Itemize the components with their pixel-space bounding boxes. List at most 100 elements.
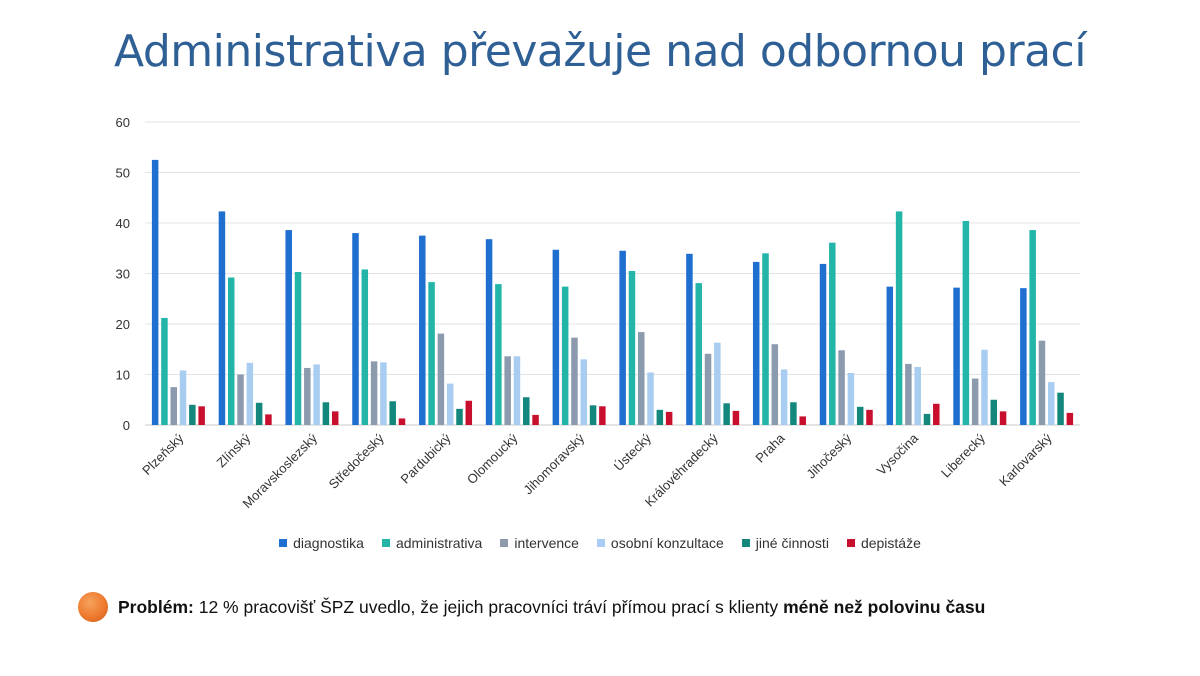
legend-swatch	[846, 539, 855, 547]
legend-swatch	[741, 539, 750, 547]
bar-diagnostika	[1020, 288, 1027, 425]
bar-osobní-konzultace	[1048, 382, 1055, 425]
bar-osobní-konzultace	[647, 372, 654, 425]
legend-item: depistáže	[846, 535, 921, 551]
bar-administrativa	[294, 271, 302, 425]
bar-depistáže	[799, 416, 806, 425]
bar-intervence	[437, 333, 445, 425]
bar-osobní-konzultace	[914, 366, 921, 425]
legend-label: jiné činnosti	[755, 535, 829, 551]
bar-administrativa	[762, 253, 769, 425]
chart-legend: diagnostika administrativa intervence osobn…	[0, 535, 1200, 551]
bar-administrativa	[227, 277, 235, 425]
legend-label: intervence	[514, 535, 579, 551]
bar-intervence	[1038, 340, 1046, 425]
legend-item: administrativa	[381, 535, 483, 551]
bar-administrativa	[495, 284, 502, 425]
bar-administrativa	[829, 242, 836, 425]
bar-depistáže	[198, 406, 205, 425]
bar-depistáže	[331, 411, 339, 425]
bar-jiné-činnosti	[1057, 392, 1064, 425]
bar-jiné-činnosti	[189, 404, 196, 425]
orange-bullet-icon	[78, 592, 108, 622]
legend-swatch	[500, 539, 509, 547]
bar-administrativa	[695, 283, 702, 425]
bar-diagnostika	[752, 261, 760, 425]
x-category-label: Královéhradecký	[642, 430, 721, 509]
bar-osobní-konzultace	[446, 383, 454, 425]
bar-osobní-konzultace	[981, 349, 988, 425]
x-category-label: Olomoucký	[464, 430, 521, 487]
y-tick-label: 10	[116, 368, 130, 383]
y-tick-label: 50	[116, 166, 130, 181]
bar-osobní-konzultace	[246, 362, 254, 425]
x-category-label: Pardubický	[398, 430, 454, 486]
bar-depistáže	[265, 414, 272, 425]
bar-osobní-konzultace	[313, 364, 320, 425]
bar-jiné-činnosti	[923, 413, 931, 425]
bar-osobní-konzultace	[847, 372, 855, 425]
bar-depistáže	[999, 411, 1007, 425]
bar-osobní-konzultace	[580, 359, 588, 425]
y-tick-label: 60	[116, 115, 130, 130]
bar-jiné-činnosti	[990, 399, 998, 425]
y-tick-label: 30	[116, 267, 130, 282]
bar-diagnostika	[218, 211, 226, 425]
bar-diagnostika	[819, 263, 827, 425]
bar-jiné-činnosti	[523, 397, 530, 425]
bar-intervence	[237, 374, 244, 425]
note-text: 12 % pracovišť ŠPZ uvedlo, že jejich pra…	[198, 596, 779, 617]
note-emphasis: méně než polovinu času	[783, 596, 986, 617]
bar-intervence	[905, 363, 912, 425]
bar-jiné-činnosti	[255, 402, 263, 425]
legend-swatch	[596, 539, 605, 547]
problem-note: Problém: 12 % pracovišť ŠPZ uvedlo, že j…	[78, 592, 985, 622]
bar-jiné-činnosti	[656, 409, 664, 425]
bar-depistáže	[599, 406, 606, 425]
x-category-label: Praha	[752, 430, 788, 466]
bar-intervence	[637, 332, 645, 425]
y-tick-label: 40	[116, 216, 130, 231]
bar-osobní-konzultace	[513, 356, 521, 425]
legend-item: diagnostika	[279, 535, 364, 551]
x-category-label: Středočeský	[326, 430, 388, 492]
bar-intervence	[504, 356, 511, 425]
bar-diagnostika	[886, 286, 894, 425]
bar-intervence	[838, 350, 845, 425]
legend-swatch	[381, 539, 390, 547]
legend-label: administrativa	[395, 535, 483, 551]
bar-diagnostika	[352, 233, 359, 425]
bar-depistáže	[933, 403, 940, 425]
bar-jiné-činnosti	[723, 403, 730, 425]
bar-depistáže	[398, 418, 406, 425]
bar-jiné-činnosti	[456, 408, 463, 425]
x-category-label: Karlovarský	[996, 430, 1055, 489]
bar-intervence	[170, 387, 177, 426]
bar-administrativa	[161, 317, 168, 425]
bar-diagnostika	[485, 239, 493, 425]
bar-osobní-konzultace	[179, 370, 187, 425]
bar-depistáže	[465, 400, 473, 425]
slide-title: Administrativa převažuje nad odbornou pr…	[114, 26, 1086, 77]
bar-jiné-činnosti	[589, 405, 597, 425]
x-category-label: Vysočina	[874, 430, 922, 478]
legend-item: intervence	[500, 535, 579, 551]
bar-jiné-činnosti	[856, 406, 864, 425]
bar-osobní-konzultace	[780, 369, 788, 425]
bar-intervence	[704, 353, 712, 425]
legend-label: osobní konzultace	[610, 535, 724, 551]
legend-swatch	[279, 539, 288, 547]
bar-intervence	[971, 378, 979, 425]
bar-diagnostika	[151, 159, 159, 426]
bar-jiné-činnosti	[389, 401, 396, 425]
x-category-label: Jihočeský	[803, 430, 854, 481]
bar-depistáže	[732, 410, 740, 425]
bar-administrativa	[428, 282, 435, 425]
legend-item: jiné činnosti	[741, 535, 829, 551]
bar-intervence	[571, 337, 578, 425]
bar-depistáže	[532, 414, 539, 425]
x-category-label: Jihomoravský	[520, 430, 587, 497]
bar-diagnostika	[619, 250, 626, 425]
bar-diagnostika	[419, 235, 426, 426]
